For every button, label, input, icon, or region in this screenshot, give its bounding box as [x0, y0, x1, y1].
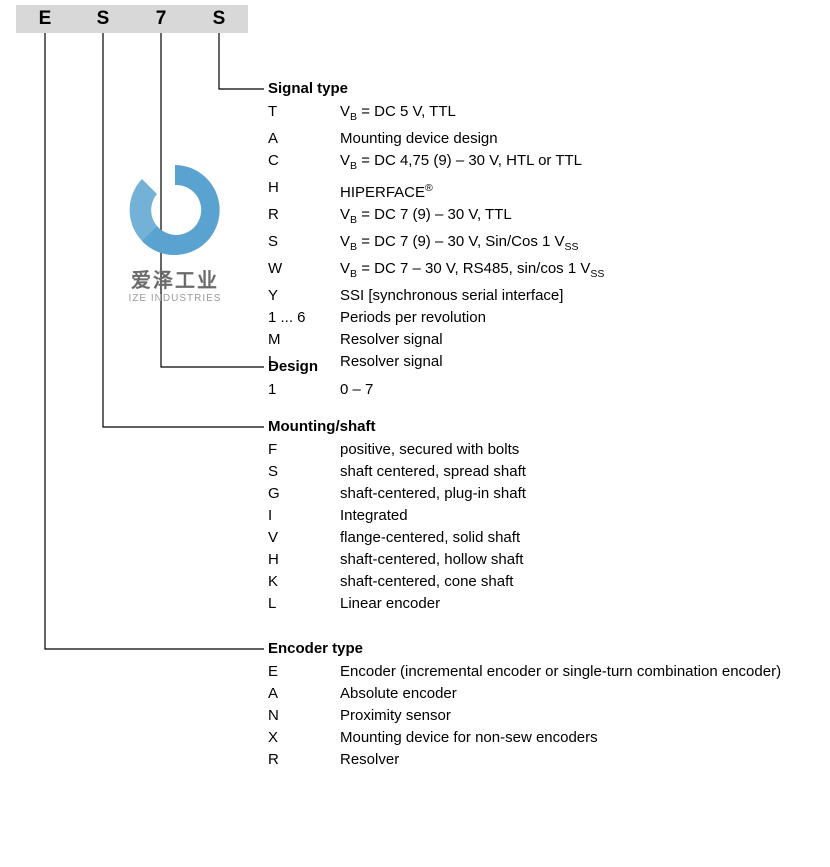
- section-rows: EEncoder (incremental encoder or single-…: [268, 661, 810, 771]
- definition-row: WVB = DC 7 – 30 V, RS485, sin/cos 1 VSS: [268, 258, 810, 285]
- definition-row: Kshaft-centered, cone shaft: [268, 571, 810, 593]
- definition-value: Mounting device design: [340, 128, 810, 150]
- definition-row: XMounting device for non-sew encoders: [268, 727, 810, 749]
- definition-key: I: [268, 505, 340, 527]
- definition-value: shaft centered, spread shaft: [340, 461, 810, 483]
- definition-key: S: [268, 461, 340, 483]
- definition-key: 1: [268, 379, 340, 401]
- definition-row: 1 ... 6Periods per revolution: [268, 307, 810, 329]
- section-encoder-type: Encoder type EEncoder (incremental encod…: [268, 640, 810, 771]
- definition-key: A: [268, 683, 340, 705]
- definition-row: NProximity sensor: [268, 705, 810, 727]
- definition-key: E: [268, 661, 340, 683]
- definition-row: IIntegrated: [268, 505, 810, 527]
- code-header: E S 7 S: [16, 5, 248, 33]
- definition-key: W: [268, 258, 340, 285]
- definition-row: Gshaft-centered, plug-in shaft: [268, 483, 810, 505]
- definition-value: shaft-centered, hollow shaft: [340, 549, 810, 571]
- definition-row: Vflange-centered, solid shaft: [268, 527, 810, 549]
- section-rows: Fpositive, secured with boltsSshaft cent…: [268, 439, 810, 615]
- definition-value: HIPERFACE®: [340, 177, 810, 204]
- definition-key: C: [268, 150, 340, 177]
- definition-key: A: [268, 128, 340, 150]
- code-box-4: S: [190, 5, 248, 33]
- watermark-logo-icon: [125, 160, 225, 260]
- definition-value: Proximity sensor: [340, 705, 810, 727]
- definition-value: Resolver signal: [340, 329, 810, 351]
- definition-row: HHIPERFACE®: [268, 177, 810, 204]
- definition-value: VB = DC 4,75 (9) – 30 V, HTL or TTL: [340, 150, 810, 177]
- definition-key: K: [268, 571, 340, 593]
- definition-value: Encoder (incremental encoder or single-t…: [340, 661, 810, 683]
- definition-value: 0 – 7: [340, 379, 810, 401]
- definition-row: AAbsolute encoder: [268, 683, 810, 705]
- section-rows: TVB = DC 5 V, TTLAMounting device design…: [268, 101, 810, 373]
- watermark-text-2: IZE INDUSTRIES: [100, 293, 250, 304]
- definition-value: VB = DC 5 V, TTL: [340, 101, 810, 128]
- code-box-2: S: [74, 5, 132, 33]
- section-mounting-shaft: Mounting/shaft Fpositive, secured with b…: [268, 418, 810, 615]
- definition-key: 1 ... 6: [268, 307, 340, 329]
- definition-value: Resolver: [340, 749, 810, 771]
- definition-key: F: [268, 439, 340, 461]
- section-rows: 10 – 7: [268, 379, 810, 401]
- watermark-text-1: 爱泽工业: [100, 264, 250, 293]
- code-box-3: 7: [132, 5, 190, 33]
- definition-key: H: [268, 549, 340, 571]
- definition-value: Linear encoder: [340, 593, 810, 615]
- definition-row: YSSI [synchronous serial interface]: [268, 285, 810, 307]
- definition-key: Y: [268, 285, 340, 307]
- definition-key: V: [268, 527, 340, 549]
- section-title: Design: [268, 358, 810, 375]
- definition-value: Integrated: [340, 505, 810, 527]
- definition-row: RResolver: [268, 749, 810, 771]
- definition-row: Sshaft centered, spread shaft: [268, 461, 810, 483]
- section-design: Design 10 – 7: [268, 358, 810, 401]
- definition-key: N: [268, 705, 340, 727]
- code-box-1: E: [16, 5, 74, 33]
- definition-key: M: [268, 329, 340, 351]
- definition-key: H: [268, 177, 340, 204]
- definition-row: RVB = DC 7 (9) – 30 V, TTL: [268, 204, 810, 231]
- definition-row: CVB = DC 4,75 (9) – 30 V, HTL or TTL: [268, 150, 810, 177]
- section-title: Encoder type: [268, 640, 810, 657]
- definition-row: LLinear encoder: [268, 593, 810, 615]
- definition-value: flange-centered, solid shaft: [340, 527, 810, 549]
- definition-value: Absolute encoder: [340, 683, 810, 705]
- definition-row: SVB = DC 7 (9) – 30 V, Sin/Cos 1 VSS: [268, 231, 810, 258]
- definition-value: SSI [synchronous serial interface]: [340, 285, 810, 307]
- definition-row: AMounting device design: [268, 128, 810, 150]
- definition-value: VB = DC 7 (9) – 30 V, Sin/Cos 1 VSS: [340, 231, 810, 258]
- definition-key: R: [268, 204, 340, 231]
- definition-row: EEncoder (incremental encoder or single-…: [268, 661, 810, 683]
- definition-row: TVB = DC 5 V, TTL: [268, 101, 810, 128]
- definition-value: Periods per revolution: [340, 307, 810, 329]
- definition-value: Mounting device for non-sew encoders: [340, 727, 810, 749]
- definition-row: Hshaft-centered, hollow shaft: [268, 549, 810, 571]
- definition-key: L: [268, 593, 340, 615]
- definition-key: T: [268, 101, 340, 128]
- definition-key: X: [268, 727, 340, 749]
- section-title: Signal type: [268, 80, 810, 97]
- definition-value: VB = DC 7 – 30 V, RS485, sin/cos 1 VSS: [340, 258, 810, 285]
- definition-row: MResolver signal: [268, 329, 810, 351]
- section-title: Mounting/shaft: [268, 418, 810, 435]
- definition-value: VB = DC 7 (9) – 30 V, TTL: [340, 204, 810, 231]
- definition-row: Fpositive, secured with bolts: [268, 439, 810, 461]
- definition-value: positive, secured with bolts: [340, 439, 810, 461]
- definition-value: shaft-centered, plug-in shaft: [340, 483, 810, 505]
- definition-key: S: [268, 231, 340, 258]
- definition-key: G: [268, 483, 340, 505]
- definition-value: shaft-centered, cone shaft: [340, 571, 810, 593]
- section-signal-type: Signal type TVB = DC 5 V, TTLAMounting d…: [268, 80, 810, 373]
- watermark: 爱泽工业 IZE INDUSTRIES: [100, 160, 250, 304]
- definition-key: R: [268, 749, 340, 771]
- definition-row: 10 – 7: [268, 379, 810, 401]
